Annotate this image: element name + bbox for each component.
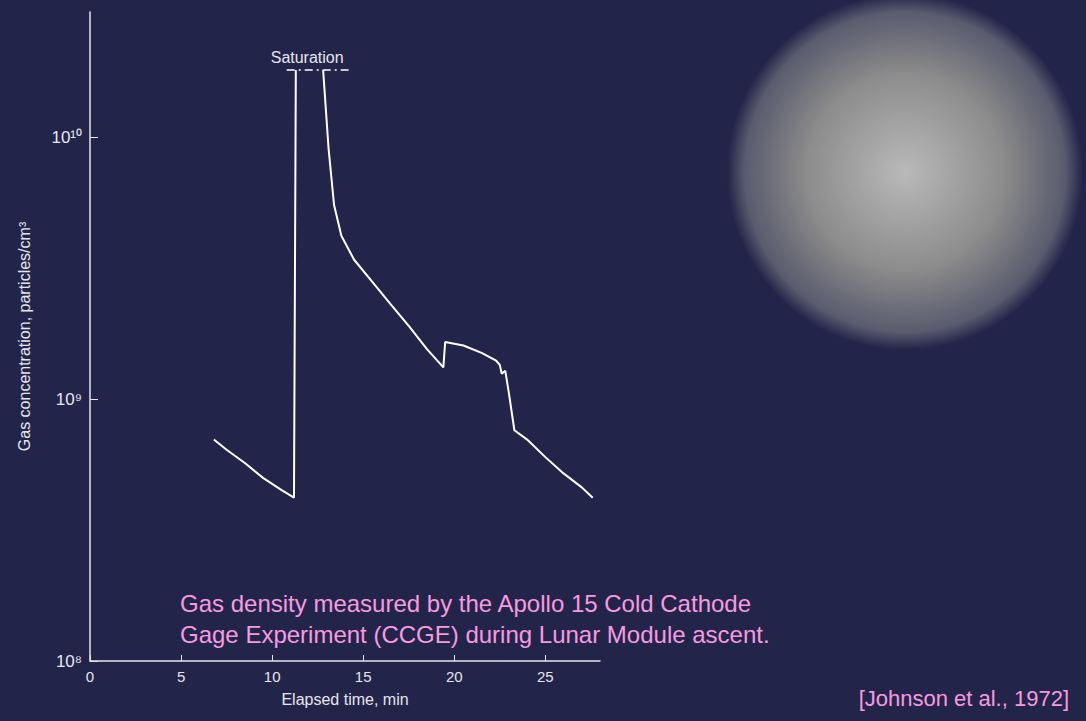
svg-text:Elapsed time, min: Elapsed time, min: [281, 691, 408, 708]
svg-text:10¹⁰: 10¹⁰: [51, 128, 82, 147]
svg-text:Saturation: Saturation: [271, 49, 344, 66]
svg-text:10⁸: 10⁸: [56, 652, 82, 671]
svg-text:15: 15: [355, 668, 372, 685]
svg-text:Gas density measured by the Ap: Gas density measured by the Apollo 15 Co…: [180, 590, 751, 617]
svg-text:10⁹: 10⁹: [56, 390, 82, 409]
svg-text:25: 25: [537, 668, 554, 685]
svg-text:[Johnson et al., 1972]: [Johnson et al., 1972]: [859, 686, 1069, 711]
svg-text:Gage Experiment (CCGE) during: Gage Experiment (CCGE) during Lunar Modu…: [180, 621, 770, 648]
svg-text:0: 0: [86, 668, 94, 685]
svg-text:5: 5: [177, 668, 185, 685]
svg-text:20: 20: [446, 668, 463, 685]
svg-text:Gas concentration, particles/c: Gas concentration, particles/cm³: [16, 221, 33, 451]
svg-text:10: 10: [264, 668, 281, 685]
